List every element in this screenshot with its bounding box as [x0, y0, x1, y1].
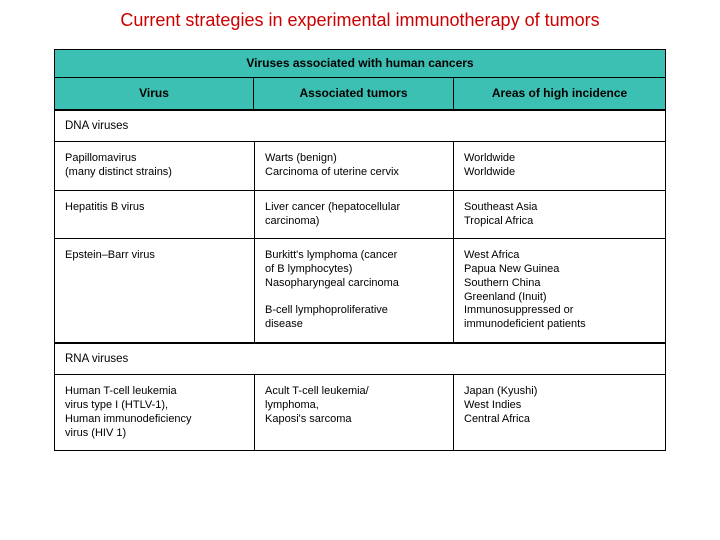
cell-areas: Worldwide Worldwide — [454, 142, 666, 191]
section-empty — [254, 110, 454, 142]
cell-virus: Human T-cell leukemia virus type I (HTLV… — [54, 375, 254, 451]
virus-table: Viruses associated with human cancers Vi… — [54, 49, 666, 451]
section-empty — [454, 110, 666, 142]
cell-areas: Japan (Kyushi) West Indies Central Afric… — [454, 375, 666, 451]
table-row: Epstein–Barr virusBurkitt's lymphoma (ca… — [54, 239, 666, 343]
table-caption-row: Viruses associated with human cancers — [54, 49, 666, 77]
cell-virus: Papillomavirus (many distinct strains) — [54, 142, 254, 191]
table-body: DNA virusesPapillomavirus (many distinct… — [54, 110, 666, 451]
table-header-row: Virus Associated tumors Areas of high in… — [54, 77, 666, 110]
cell-virus: Epstein–Barr virus — [54, 239, 254, 343]
section-empty — [254, 343, 454, 375]
section-empty — [454, 343, 666, 375]
col-header-tumors: Associated tumors — [254, 77, 454, 110]
cell-virus: Hepatitis B virus — [54, 191, 254, 240]
table-row: Human T-cell leukemia virus type I (HTLV… — [54, 375, 666, 451]
col-header-areas: Areas of high incidence — [454, 77, 666, 110]
cell-areas: West Africa Papua New Guinea Southern Ch… — [454, 239, 666, 343]
cell-tumors: Warts (benign) Carcinoma of uterine cerv… — [254, 142, 454, 191]
table-section-row: DNA viruses — [54, 110, 666, 142]
cell-areas: Southeast Asia Tropical Africa — [454, 191, 666, 240]
table-row: Papillomavirus (many distinct strains)Wa… — [54, 142, 666, 191]
cell-tumors: Liver cancer (hepatocellular carcinoma) — [254, 191, 454, 240]
table-caption: Viruses associated with human cancers — [54, 49, 666, 77]
cell-tumors: Acult T-cell leukemia/ lymphoma, Kaposi'… — [254, 375, 454, 451]
cell-tumors: Burkitt's lymphoma (cancer of B lymphocy… — [254, 239, 454, 343]
page-title: Current strategies in experimental immun… — [0, 0, 720, 49]
table-section-row: RNA viruses — [54, 343, 666, 375]
section-label: RNA viruses — [54, 343, 254, 375]
table-row: Hepatitis B virusLiver cancer (hepatocel… — [54, 191, 666, 240]
col-header-virus: Virus — [54, 77, 254, 110]
section-label: DNA viruses — [54, 110, 254, 142]
